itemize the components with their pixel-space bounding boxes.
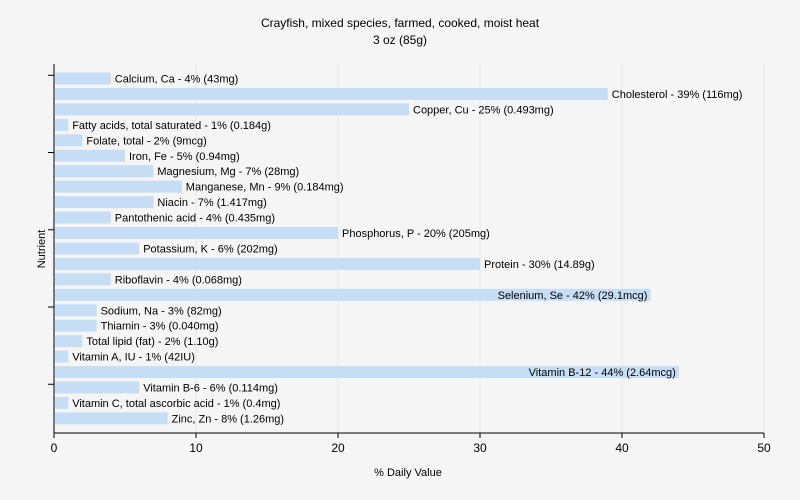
bar-label: Copper, Cu - 25% (0.493mg) — [413, 104, 554, 116]
bars-group: Calcium, Ca - 4% (43mg) Cholesterol - 39%… — [55, 72, 743, 425]
bar — [55, 288, 651, 301]
bar — [55, 350, 69, 363]
bar-label: Niacin - 7% (1.417mg) — [157, 197, 266, 209]
bar — [55, 196, 154, 209]
bar — [55, 319, 97, 332]
bar — [55, 149, 125, 162]
bar — [55, 134, 83, 147]
bar — [55, 211, 111, 224]
x-tick-label: 30 — [473, 441, 487, 455]
chart-title: Crayfish, mixed species, farmed, cooked,… — [261, 16, 540, 30]
bar-label: Iron, Fe - 5% (0.94mg) — [129, 151, 240, 163]
bar-label: Folate, total - 2% (9mcg) — [86, 135, 206, 147]
x-tick-label: 0 — [51, 441, 58, 455]
bar — [55, 381, 140, 394]
axes-group: 0 10 20 30 40 50 — [48, 64, 771, 455]
bar-label: Cholesterol - 39% (116mg) — [612, 89, 743, 101]
bar-label: Vitamin B-12 - 44% (2.64mcg) — [529, 367, 676, 379]
bar-label: Selenium, Se - 42% (29.1mcg) — [498, 290, 648, 302]
bar — [55, 227, 338, 239]
bar-label: Riboflavin - 4% (0.068mg) — [115, 274, 242, 286]
bar — [55, 273, 111, 286]
x-tick-label: 20 — [331, 441, 345, 455]
bar-label: Potassium, K - 6% (202mg) — [143, 243, 278, 255]
bar-label: Fatty acids, total saturated - 1% (0.184… — [72, 120, 271, 132]
bar — [55, 72, 111, 85]
bar — [55, 118, 69, 131]
bar — [55, 165, 154, 178]
bar-label: Zinc, Zn - 8% (1.26mg) — [172, 413, 284, 425]
x-tick-label: 40 — [615, 441, 629, 455]
bar-label: Vitamin A, IU - 1% (42IU) — [72, 352, 195, 364]
bar — [55, 257, 480, 270]
bar-label: Thiamin - 3% (0.040mg) — [101, 321, 219, 333]
bar — [55, 87, 608, 100]
bar-label: Magnesium, Mg - 7% (28mg) — [157, 166, 299, 178]
bar — [55, 366, 679, 379]
bar-label: Calcium, Ca - 4% (43mg) — [115, 74, 238, 86]
bar-label: Protein - 30% (14.89g) — [484, 259, 595, 271]
bar-label: Manganese, Mn - 9% (0.184mg) — [186, 182, 344, 194]
chart-subtitle: 3 oz (85g) — [373, 33, 427, 47]
y-axis-label: Nutrient — [36, 230, 48, 269]
bar — [55, 335, 83, 348]
bar-label: Pantothenic acid - 4% (0.435mg) — [115, 213, 275, 225]
bar — [55, 304, 97, 317]
bar-label: Phosphorus, P - 20% (205mg) — [342, 228, 490, 240]
bar-label: Sodium, Na - 3% (82mg) — [101, 305, 222, 317]
bar-label: Vitamin C, total ascorbic acid - 1% (0.4… — [72, 398, 280, 410]
x-tick-label: 50 — [757, 441, 771, 455]
bar-label: Vitamin B-6 - 6% (0.114mg) — [143, 383, 278, 395]
bar — [55, 396, 69, 409]
x-tick-label: 10 — [189, 441, 203, 455]
bar — [55, 103, 409, 116]
x-axis-label: % Daily Value — [374, 467, 442, 479]
bar — [55, 412, 168, 425]
bar — [55, 242, 140, 255]
bar — [55, 180, 182, 193]
bar-label: Total lipid (fat) - 2% (1.10g) — [86, 336, 218, 348]
